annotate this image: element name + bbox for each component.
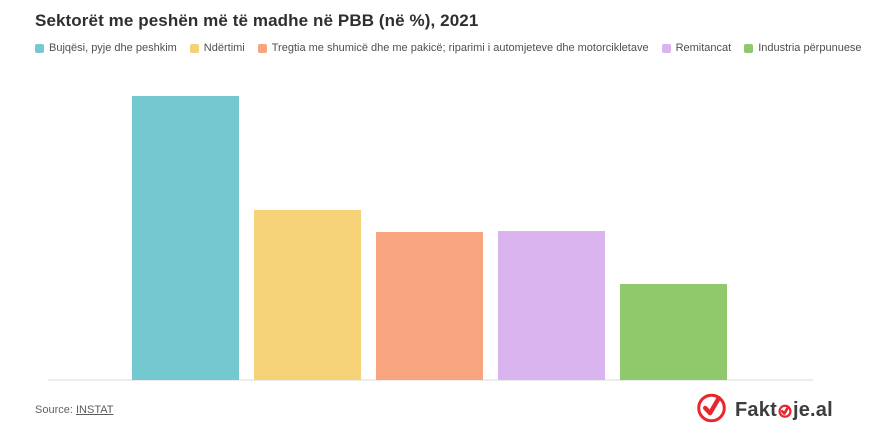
- x-axis-line: [48, 379, 813, 381]
- legend-item-5: Industria përpunuese: [744, 42, 862, 54]
- bar-2[interactable]: [254, 210, 361, 380]
- legend-label: Tregtia me shumicë dhe me pakicë; ripari…: [271, 42, 649, 54]
- legend-swatch-icon: [744, 43, 754, 53]
- legend-label: Remitancat: [675, 42, 732, 54]
- source-prefix: Source:: [35, 404, 73, 416]
- bars: [132, 96, 727, 380]
- legend: Bujqësi, pyje dhe peshkim Ndërtimi Tregtia…: [35, 42, 862, 54]
- faktoje-o-badge-icon: [778, 401, 792, 424]
- bar-3[interactable]: [376, 232, 483, 380]
- legend-label: Bujqësi, pyje dhe peshkim: [49, 42, 177, 54]
- wordmark-part-before: Fakt: [735, 398, 777, 421]
- legend-item-1: Bujqësi, pyje dhe peshkim: [35, 42, 177, 54]
- chart-title: Sektorët me peshën më të madhe në PBB (n…: [35, 11, 479, 30]
- legend-swatch-icon: [257, 43, 267, 53]
- bar-4[interactable]: [498, 231, 605, 380]
- faktoje-wordmark: Fakt je.al: [735, 399, 833, 422]
- legend-swatch-icon: [35, 43, 44, 53]
- legend-label: Ndërtimi: [203, 42, 245, 54]
- faktoje-logo[interactable]: Fakt je.al: [696, 392, 833, 428]
- legend-label: Industria përpunuese: [758, 42, 862, 54]
- source-line: Source: INSTAT: [35, 404, 113, 416]
- source-link-instat[interactable]: INSTAT: [75, 404, 114, 416]
- legend-item-2: Ndërtimi: [189, 42, 245, 54]
- legend-item-4: Remitancat: [661, 42, 732, 54]
- bar-5[interactable]: [620, 284, 727, 380]
- wordmark-part-after: je.al: [792, 398, 833, 421]
- legend-swatch-icon: [661, 43, 671, 53]
- legend-item-3: Tregtia me shumicë dhe me pakicë; ripari…: [257, 42, 649, 54]
- bar-1[interactable]: [132, 96, 239, 380]
- faktoje-check-icon: [696, 392, 727, 428]
- legend-swatch-icon: [189, 43, 199, 53]
